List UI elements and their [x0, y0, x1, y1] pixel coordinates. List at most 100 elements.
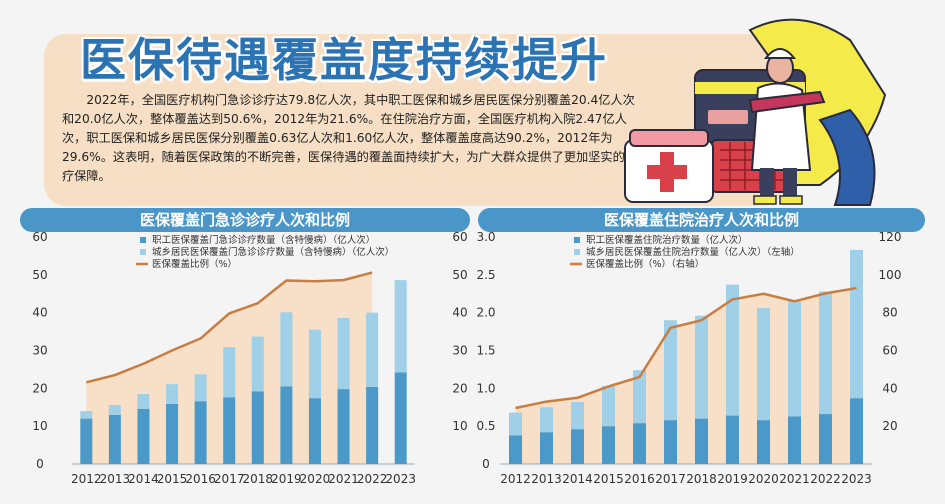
- x-tick-2019: 2019: [271, 472, 302, 486]
- left-tick-1.0: 1.0: [476, 381, 495, 395]
- outpatient-chart: 2012201320142015201620172018201920202021…: [32, 232, 467, 486]
- bar-resident-2018: [251, 336, 264, 392]
- bar-employee-2016: [194, 401, 207, 464]
- x-tick-2012: 2012: [71, 472, 102, 486]
- bar-resident-2017: [223, 347, 236, 398]
- x-tick-2017: 2017: [655, 472, 686, 486]
- bar-resident-2012: [508, 412, 523, 436]
- x-tick-2012: 2012: [500, 472, 531, 486]
- bar-employee-2012: [508, 435, 523, 464]
- bar-employee-2020: [756, 420, 771, 464]
- left-tick-3.0: 3.0: [476, 232, 495, 244]
- bar-resident-2020: [756, 308, 771, 421]
- right-tick-40: 40: [882, 381, 897, 395]
- bar-employee-2014: [570, 429, 585, 464]
- right-tick-80: 80: [882, 306, 897, 320]
- left-tick-1.5: 1.5: [476, 344, 495, 358]
- bar-resident-2023: [394, 280, 407, 373]
- bar-employee-2013: [108, 414, 121, 464]
- x-tick-2014: 2014: [128, 472, 159, 486]
- bar-employee-2020: [308, 398, 321, 464]
- x-tick-2021: 2021: [779, 472, 810, 486]
- left-tick-0: 0: [36, 457, 44, 471]
- bar-resident-2019: [280, 312, 293, 387]
- ratio-area: [515, 288, 857, 464]
- legend-label-0: 职工医保覆盖住院治疗数量（亿人次）: [586, 234, 748, 246]
- x-tick-2019: 2019: [717, 472, 748, 486]
- doctor-figure: [748, 48, 826, 205]
- left-tick-40: 40: [32, 306, 47, 320]
- bar-employee-2013: [539, 432, 554, 464]
- bar-employee-2015: [166, 403, 179, 464]
- right-tick-100: 100: [879, 268, 902, 282]
- ratio-line: [85, 271, 373, 384]
- x-tick-2021: 2021: [328, 472, 359, 486]
- x-tick-2013: 2013: [531, 472, 562, 486]
- bar-employee-2023: [849, 398, 864, 464]
- x-tick-2022: 2022: [810, 472, 841, 486]
- left-tick-0: 0: [482, 457, 490, 471]
- legend-swatch-0: [140, 237, 146, 243]
- x-tick-2022: 2022: [357, 472, 388, 486]
- headline: 医保待遇覆盖度持续提升: [80, 33, 608, 87]
- right-tick-120: 120: [879, 232, 902, 244]
- bar-resident-2012: [80, 411, 93, 419]
- bar-employee-2018: [251, 391, 264, 464]
- bar-employee-2017: [663, 420, 678, 464]
- x-tick-2015: 2015: [593, 472, 624, 486]
- bar-resident-2018: [694, 315, 709, 419]
- x-tick-2023: 2023: [841, 472, 872, 486]
- x-tick-2015: 2015: [157, 472, 188, 486]
- left-tick-2.0: 2.0: [476, 306, 495, 320]
- bar-employee-2023: [394, 372, 407, 464]
- legend-label-1: 城乡居民医保覆盖住院治疗数量（亿人次）（左轴）: [586, 246, 800, 258]
- x-tick-2020: 2020: [748, 472, 779, 486]
- bar-resident-2020: [308, 329, 321, 399]
- inpatient-chart: 2012 2013 2014 2015 2016 2017 2018 2019 2020 2021…: [476, 232, 902, 486]
- ratio-line: [515, 286, 857, 410]
- intro-paragraph: 2022年，全国医疗机构门急诊诊疗达79.8亿人次，其中职工医保和城乡居民医保分…: [62, 93, 637, 183]
- bar-employee-2021: [787, 416, 802, 464]
- illustration: [624, 18, 887, 206]
- blue-ribbon-shape: [818, 108, 876, 206]
- bar-employee-2018: [694, 418, 709, 464]
- legend-swatch-1: [140, 249, 146, 255]
- bar-resident-2014: [137, 394, 150, 409]
- bar-employee-2017: [223, 397, 236, 464]
- bar-resident-2016: [194, 374, 207, 402]
- legend-label-2: 医保覆盖比例（%）（右轴）: [586, 258, 704, 270]
- legend-label-0: 职工医保覆盖门急诊诊疗数量（含特慢病）（亿人次）: [152, 234, 375, 246]
- bar-resident-2017: [663, 320, 678, 421]
- bar-employee-2015: [601, 426, 616, 464]
- bar-resident-2016: [632, 370, 647, 424]
- bar-resident-2023: [849, 249, 864, 399]
- x-tick-2018: 2018: [243, 472, 274, 486]
- bar-resident-2022: [366, 312, 379, 387]
- legend-label-2: 医保覆盖比例（%）: [152, 258, 237, 270]
- legend-swatch-1: [574, 249, 580, 255]
- bar-resident-2015: [166, 384, 179, 404]
- left-chart-title: 医保覆盖门急诊诊疗人次和比例: [20, 208, 470, 232]
- left-tick-0.5: 0.5: [476, 419, 495, 433]
- right-tick-10: 10: [452, 419, 467, 433]
- bar-resident-2021: [337, 317, 350, 390]
- x-tick-2014: 2014: [562, 472, 593, 486]
- bar-employee-2016: [632, 423, 647, 464]
- right-tick-20: 20: [882, 419, 897, 433]
- bar-resident-2019: [725, 284, 740, 416]
- legend-label-1: 城乡居民医保覆盖门急诊诊疗数量（含特慢病）（亿人次）: [152, 246, 394, 258]
- bar-employee-2014: [137, 408, 150, 464]
- left-tick-60: 60: [32, 232, 47, 244]
- left-tick-20: 20: [32, 381, 47, 395]
- x-tick-2016: 2016: [185, 472, 216, 486]
- bar-employee-2022: [818, 414, 833, 464]
- x-tick-2016: 2016: [624, 472, 655, 486]
- right-tick-60: 60: [452, 232, 467, 244]
- right-chart-title: 医保覆盖住院治疗人次和比例: [478, 208, 925, 232]
- right-tick-60: 60: [882, 344, 897, 358]
- left-tick-30: 30: [32, 344, 47, 358]
- bar-resident-2013: [539, 407, 554, 433]
- right-tick-40: 40: [452, 306, 467, 320]
- left-tick-50: 50: [32, 268, 47, 282]
